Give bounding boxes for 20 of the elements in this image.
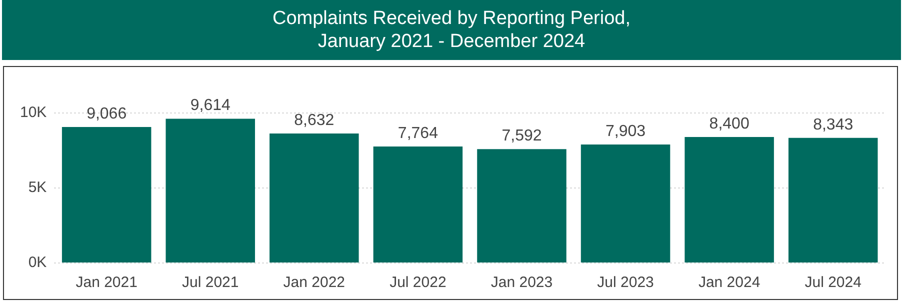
x-tick-label: Jan 2022 <box>283 274 346 292</box>
data-label: 7,903 <box>606 122 646 140</box>
data-label: 9,066 <box>86 105 127 122</box>
x-tick-label: Jul 2021 <box>182 274 239 292</box>
data-label: 8,632 <box>294 112 334 129</box>
data-label: 9,614 <box>190 97 230 114</box>
x-tick-label: Jul 2023 <box>597 274 654 292</box>
y-tick-label: 10K <box>20 104 47 122</box>
chart-title: Complaints Received by Reporting Period, January 2021 - December 2024 <box>271 7 632 53</box>
y-tick-label: 5K <box>28 179 47 196</box>
y-tick-label: 0K <box>28 254 47 272</box>
x-tick-label: Jan 2023 <box>490 274 553 292</box>
x-tick-label: Jul 2024 <box>804 274 862 292</box>
x-tick-label: Jan 2021 <box>76 274 138 292</box>
data-label: 7,592 <box>502 128 542 145</box>
data-label: 8,343 <box>813 116 854 134</box>
data-label: 7,764 <box>398 124 438 142</box>
x-tick-label: Jul 2022 <box>390 274 446 292</box>
data-label: 8,400 <box>709 115 750 132</box>
x-tick-label: Jan 2024 <box>698 274 760 292</box>
